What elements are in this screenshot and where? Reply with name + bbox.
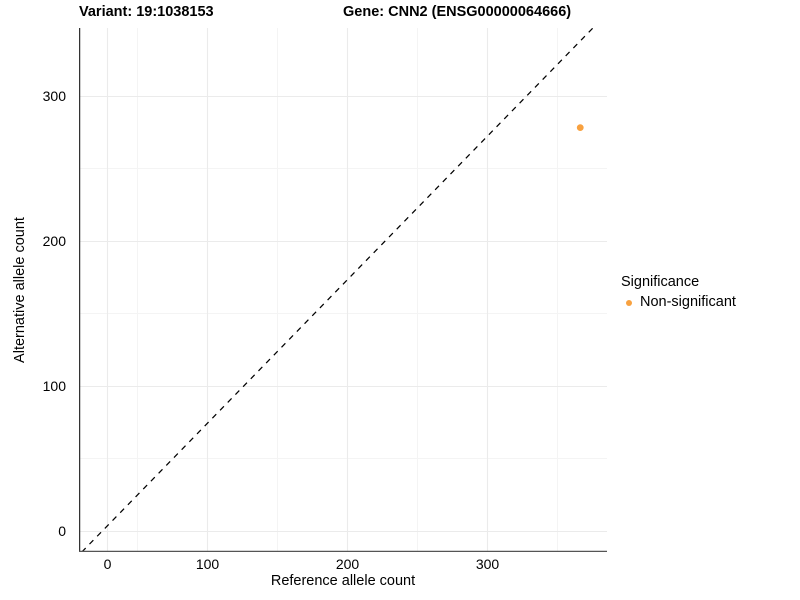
legend: Significance Non-significant bbox=[621, 274, 796, 312]
plot-canvas bbox=[79, 28, 607, 552]
grid-minor-horizontal bbox=[79, 168, 607, 459]
gene-title: Gene: CNN2 (ENSG00000064666) bbox=[343, 4, 572, 20]
grid-minor-vertical bbox=[137, 28, 558, 552]
y-axis-title: Alternative allele count bbox=[12, 217, 28, 363]
identity-reference-line bbox=[81, 28, 594, 552]
x-tick-label-300: 300 bbox=[475, 556, 500, 572]
grid-major-horizontal bbox=[79, 95, 607, 533]
y-tick-label-300: 300 bbox=[42, 87, 66, 104]
point-marker-icon bbox=[621, 293, 640, 312]
y-tick-label-0: 0 bbox=[58, 522, 66, 539]
x-tick-label-100: 100 bbox=[195, 556, 220, 572]
legend-item-non-significant[interactable]: Non-significant bbox=[621, 293, 796, 312]
y-tick-label-100: 100 bbox=[42, 377, 66, 394]
grid-major-vertical bbox=[106, 28, 489, 552]
plot-title-row: Variant: 19:1038153 Gene: CNN2 (ENSG0000… bbox=[0, 4, 620, 24]
x-tick-label-0: 0 bbox=[103, 556, 112, 572]
data-point-non-significant bbox=[576, 124, 584, 132]
legend-item-label: Non-significant bbox=[640, 294, 736, 310]
variant-title: Variant: 19:1038153 bbox=[79, 4, 214, 20]
plot-panel bbox=[79, 28, 607, 552]
y-tick-label-200: 200 bbox=[42, 232, 66, 249]
x-tick-label-200: 200 bbox=[335, 556, 360, 572]
x-axis-title: Reference allele count bbox=[270, 573, 416, 589]
legend-title: Significance bbox=[621, 274, 700, 290]
